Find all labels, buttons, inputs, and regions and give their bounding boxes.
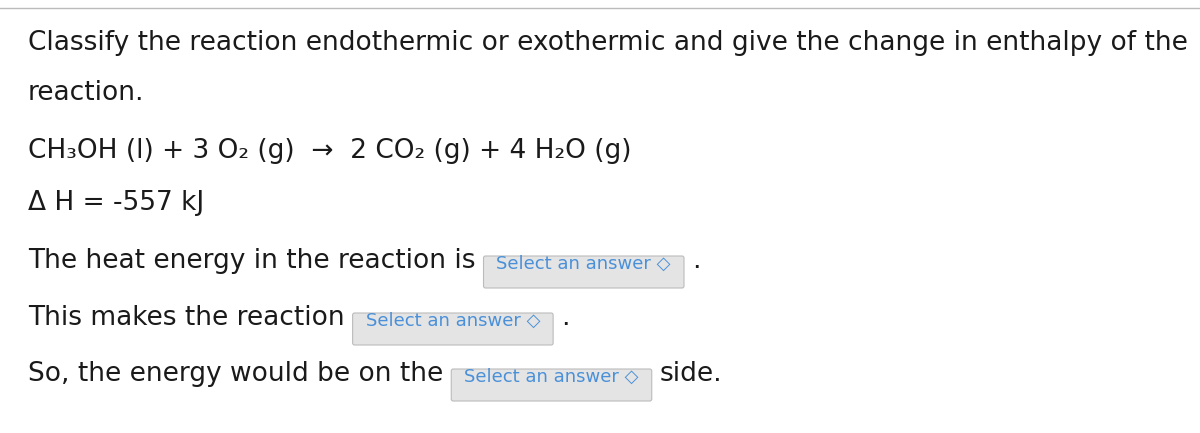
FancyBboxPatch shape — [451, 369, 652, 401]
Text: So, the energy would be on the: So, the energy would be on the — [28, 361, 443, 387]
Text: Select an answer ◇: Select an answer ◇ — [366, 312, 540, 330]
Text: side.: side. — [660, 361, 722, 387]
Text: CH₃OH (l) + 3 O₂ (g)  →  2 CO₂ (g) + 4 H₂O (g): CH₃OH (l) + 3 O₂ (g) → 2 CO₂ (g) + 4 H₂O… — [28, 138, 631, 164]
Text: The heat energy in the reaction is: The heat energy in the reaction is — [28, 248, 475, 274]
Text: reaction.: reaction. — [28, 80, 144, 106]
Text: .: . — [562, 305, 570, 331]
FancyBboxPatch shape — [484, 256, 684, 288]
Text: Select an answer ◇: Select an answer ◇ — [464, 368, 638, 386]
Text: Select an answer ◇: Select an answer ◇ — [497, 255, 671, 273]
Text: This makes the reaction: This makes the reaction — [28, 305, 344, 331]
Text: .: . — [692, 248, 701, 274]
Text: Δ H = -557 kJ: Δ H = -557 kJ — [28, 190, 204, 216]
FancyBboxPatch shape — [353, 313, 553, 345]
Text: Classify the reaction endothermic or exothermic and give the change in enthalpy : Classify the reaction endothermic or exo… — [28, 30, 1188, 56]
